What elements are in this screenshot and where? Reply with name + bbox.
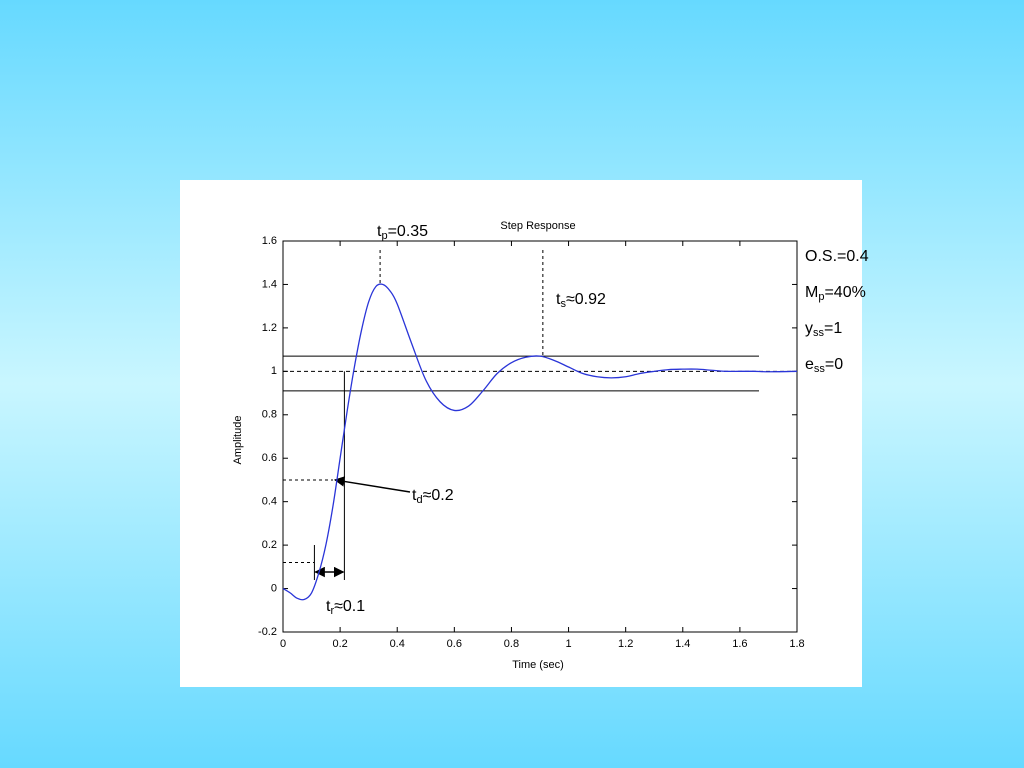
annotation: O.S.=0.4 xyxy=(805,248,869,265)
y-tick-label: -0.2 xyxy=(258,626,277,638)
annotation-subscript: s xyxy=(560,298,566,310)
x-tick-label: 0.6 xyxy=(447,638,462,650)
annotation: yss=1 xyxy=(805,320,842,339)
annotation-tail: ≈0.1 xyxy=(334,598,365,615)
annotation-subscript: ss xyxy=(813,327,825,339)
annotation: tp=0.35 xyxy=(377,223,428,242)
y-tick-label: 0.8 xyxy=(262,409,277,421)
x-tick-label: 1.4 xyxy=(675,638,690,650)
annotation-text: y xyxy=(805,320,813,337)
figure-panel xyxy=(180,180,862,687)
x-tick-label: 0.4 xyxy=(390,638,405,650)
chart-title: Step Response xyxy=(500,220,575,232)
annotation: tr≈0.1 xyxy=(326,598,365,617)
annotation-text: e xyxy=(805,356,814,373)
annotation-subscript: p xyxy=(818,291,824,303)
y-tick-label: 1.6 xyxy=(262,235,277,247)
annotation-subscript: p xyxy=(381,230,387,242)
response-line xyxy=(282,283,798,601)
x-axis-label: Time (sec) xyxy=(512,659,564,671)
x-tick-label: 0.2 xyxy=(332,638,347,650)
annotation-subscript: r xyxy=(330,605,334,617)
annotation-subscript: d xyxy=(416,494,422,506)
y-tick-label: 0.2 xyxy=(262,539,277,551)
y-tick-label: 1 xyxy=(271,365,277,377)
y-tick-label: 1.2 xyxy=(262,322,277,334)
y-tick-label: 0 xyxy=(271,582,277,594)
x-tick-label: 1.6 xyxy=(732,638,747,650)
annotation-text: t xyxy=(412,487,417,504)
x-tick-label: 0.8 xyxy=(504,638,519,650)
x-tick-label: 0 xyxy=(280,638,286,650)
annotation-tail: ≈0.92 xyxy=(566,291,606,308)
annotation-text: t xyxy=(556,291,561,308)
annotation-text: t xyxy=(377,223,382,240)
x-tick-label: 1.8 xyxy=(789,638,804,650)
annotation: Mp=40% xyxy=(805,284,866,303)
x-tick-label: 1 xyxy=(565,638,571,650)
y-axis-label: Amplitude xyxy=(232,416,244,465)
annotation: ess=0 xyxy=(805,356,843,375)
annotation: td≈0.2 xyxy=(412,487,454,506)
delay-arrow xyxy=(333,476,411,493)
x-tick-label: 1.2 xyxy=(618,638,633,650)
y-tick-label: 0.4 xyxy=(262,496,277,508)
annotation: ts≈0.92 xyxy=(556,291,606,310)
plot-frame xyxy=(282,240,798,633)
annotation-tail: =40% xyxy=(824,284,865,301)
annotation-text: O.S.=0.4 xyxy=(805,248,869,265)
y-tick-label: 0.6 xyxy=(262,452,277,464)
annotation-tail: ≈0.2 xyxy=(423,487,454,504)
y-tick-label: 1.4 xyxy=(262,278,277,290)
annotation-subscript: ss xyxy=(814,363,826,375)
annotation-tail: =0.35 xyxy=(388,223,429,240)
annotation-tail: =0 xyxy=(825,356,843,373)
annotation-text: M xyxy=(805,284,818,301)
annotation-text: t xyxy=(326,598,331,615)
annotation-tail: =1 xyxy=(824,320,842,337)
